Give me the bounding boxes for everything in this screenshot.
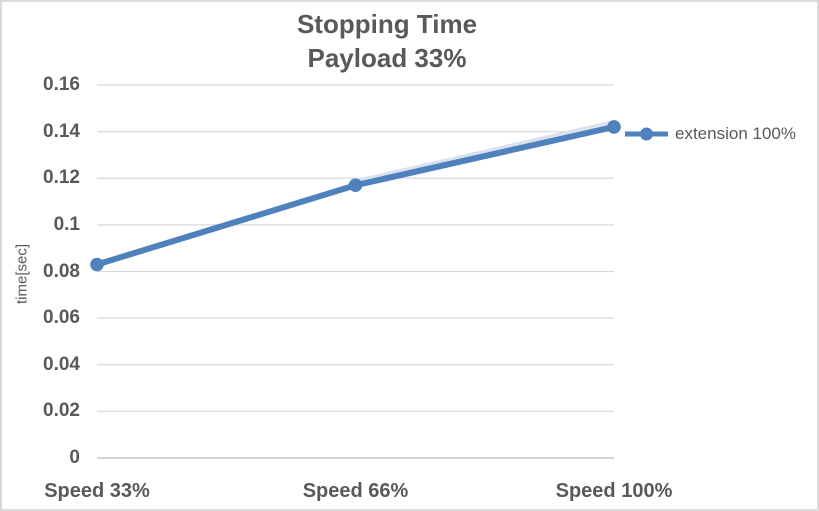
x-tick-label: Speed 33% [44,480,150,502]
x-tick-label: Speed 100% [555,480,673,502]
data-point-marker [90,257,104,272]
series-line-highlight [353,119,616,184]
data-point-marker [607,120,621,134]
data-point-marker [348,178,363,193]
y-tick-label: 0.02 [43,400,80,422]
y-tick-label: 0.12 [43,167,80,189]
chart-subtitle: Payload 33% [307,43,467,73]
y-tick-label: 0.1 [53,213,80,235]
legend: extension 100% [623,124,796,144]
legend-line-marker-icon [625,127,668,141]
legend-label: extension 100% [675,124,796,143]
y-tick-label: 0.16 [43,74,80,95]
y-tick-label: 0.14 [43,120,80,142]
chart-title: Stopping Time [296,9,478,39]
y-tick-label: 0 [69,447,80,468]
y-tick-label: 0.06 [43,307,80,329]
series-line [94,123,617,268]
x-tick-label: Speed 66% [302,480,409,502]
y-tick-label: 0.08 [43,260,80,282]
y-tick-label: 0.04 [43,353,80,375]
chart-title-block: Stopping Time Payload 33% [2,7,772,75]
